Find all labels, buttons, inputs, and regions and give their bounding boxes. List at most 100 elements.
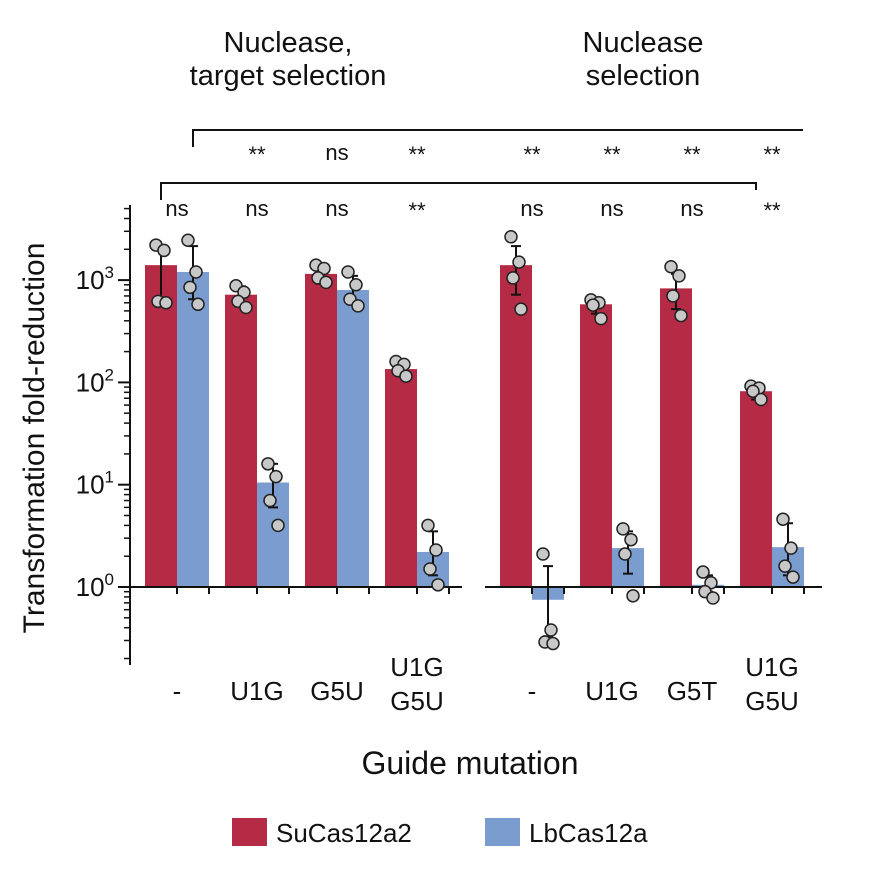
y-tick-label: 100 <box>76 570 114 602</box>
category-labels: - U1G G5U U1G G5U - U1G G5T U1G G5U <box>173 652 799 716</box>
significance-label: ** <box>763 198 781 223</box>
data-point <box>271 518 285 533</box>
significance-label: ns <box>520 196 543 221</box>
significance-label: ** <box>603 142 621 167</box>
data-point <box>319 275 333 290</box>
data-point <box>189 265 203 279</box>
data-point <box>514 302 528 316</box>
data-point <box>624 532 638 547</box>
category-label: - <box>173 676 182 706</box>
category-label: G5U <box>390 686 443 716</box>
panel-title-line: Nuclease <box>583 27 704 59</box>
data-point <box>664 260 678 274</box>
significance-label: ns <box>680 196 703 221</box>
bars <box>145 265 804 600</box>
data-point <box>536 547 550 561</box>
data-point <box>239 300 253 315</box>
legend-swatch <box>485 818 520 846</box>
data-point <box>263 493 277 508</box>
data-point <box>754 392 768 407</box>
data-point <box>776 512 790 526</box>
legend-swatch <box>232 818 267 846</box>
significance-label: ** <box>683 142 701 167</box>
bar-sucas12a2 <box>580 304 612 587</box>
data-point <box>157 243 171 258</box>
category-label: G5U <box>310 676 363 706</box>
data-point <box>586 298 600 312</box>
significance-label: ns <box>325 196 348 221</box>
data-point <box>674 308 688 323</box>
bar-sucas12a2 <box>660 288 692 587</box>
data-point <box>181 233 195 248</box>
data-point <box>696 565 710 579</box>
data-point <box>616 522 630 536</box>
y-tick-label: 103 <box>76 263 114 295</box>
data-point <box>666 289 680 303</box>
category-label: G5T <box>667 676 718 706</box>
replicate-points <box>149 230 800 651</box>
significance-label: ** <box>248 142 266 167</box>
data-point <box>706 591 720 605</box>
data-point <box>429 543 443 557</box>
category-label: U1G <box>390 652 443 682</box>
data-point <box>269 469 283 484</box>
panel-title-line: target selection <box>190 60 387 92</box>
data-point <box>778 559 792 573</box>
significance-label: ** <box>763 142 781 167</box>
bar-sucas12a2 <box>225 294 257 587</box>
data-point <box>544 623 558 637</box>
data-point <box>431 578 445 592</box>
data-point <box>784 541 798 555</box>
data-point <box>546 636 560 651</box>
data-point <box>341 265 355 279</box>
y-tick-label: 101 <box>76 468 114 500</box>
axes <box>129 205 822 665</box>
significance-labels: ns ns ns ** ns ns ns ** ** ns ** ** ** ** ** <box>165 140 781 223</box>
data-point <box>423 562 437 576</box>
bar-lbcas12a <box>177 271 209 587</box>
significance-label: ** <box>408 142 426 167</box>
data-point <box>349 278 363 292</box>
data-point <box>618 547 632 561</box>
data-point <box>512 255 526 269</box>
bar-sucas12a2 <box>385 369 417 587</box>
y-tick-label: 102 <box>76 365 114 397</box>
data-point <box>672 269 686 283</box>
data-point <box>317 261 331 276</box>
data-point <box>626 589 640 603</box>
significance-label: ns <box>325 140 348 165</box>
panel-title-line: Nuclease, <box>224 27 353 59</box>
data-point <box>191 297 205 312</box>
legend-label: SuCas12a2 <box>276 818 412 848</box>
bar-lbcas12a <box>337 290 369 587</box>
category-label: U1G <box>585 676 638 706</box>
data-point <box>594 311 608 326</box>
bar-sucas12a2 <box>740 391 772 587</box>
significance-label: ** <box>408 198 426 223</box>
bar-sucas12a2 <box>305 273 337 587</box>
x-axis-label: Guide mutation <box>361 745 578 781</box>
category-label: G5U <box>745 686 798 716</box>
category-label: - <box>528 676 537 706</box>
data-point <box>786 570 800 584</box>
data-point <box>159 296 173 310</box>
data-point <box>399 369 413 383</box>
data-point <box>504 230 518 244</box>
data-point <box>183 280 197 295</box>
data-point <box>746 384 760 398</box>
legend: SuCas12a2 LbCas12a <box>232 818 648 848</box>
data-point <box>261 457 275 471</box>
data-point <box>421 518 435 533</box>
significance-label: ns <box>600 196 623 221</box>
significance-label: ** <box>523 142 541 167</box>
bracket-upper <box>192 129 803 147</box>
panel-headers: Nuclease,target selection Nucleaseselecti… <box>190 27 704 92</box>
category-label: U1G <box>745 652 798 682</box>
significance-brackets <box>160 129 803 200</box>
y-axis-label: Transformation fold-reduction <box>18 243 51 634</box>
significance-label: ns <box>245 196 268 221</box>
legend-label: LbCas12a <box>529 818 648 848</box>
category-label: U1G <box>230 676 283 706</box>
data-point <box>351 299 365 313</box>
